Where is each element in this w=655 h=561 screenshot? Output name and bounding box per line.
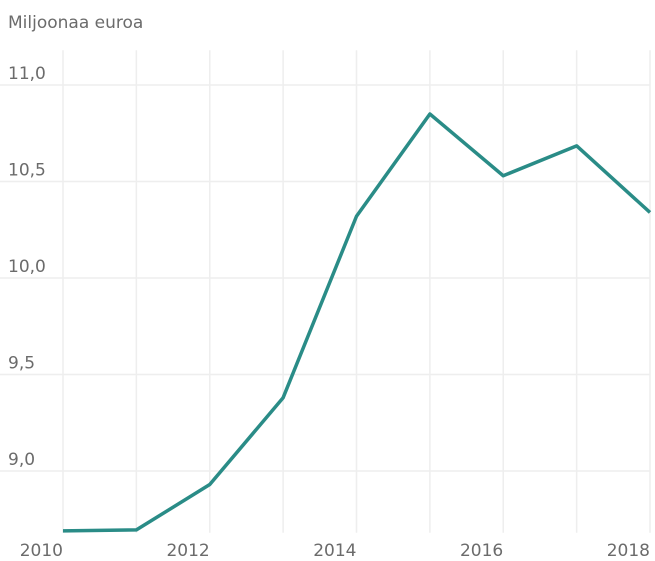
y-tick-label: 9,0: [8, 450, 35, 470]
y-tick-label: 10,5: [8, 161, 46, 181]
y-tick-label: 11,0: [8, 64, 46, 84]
x-tick-label: 2014: [313, 541, 356, 561]
x-tick-label: 2010: [20, 541, 63, 561]
data-line: [62, 112, 652, 533]
y-tick-label: 10,0: [8, 257, 46, 277]
x-tick-label: 2018: [607, 541, 650, 561]
y-tick-label: 9,5: [8, 354, 35, 374]
x-tick-label: 2012: [166, 541, 209, 561]
chart-title: Miljoonaa euroa: [8, 13, 143, 33]
x-tick-label: 2016: [460, 541, 503, 561]
